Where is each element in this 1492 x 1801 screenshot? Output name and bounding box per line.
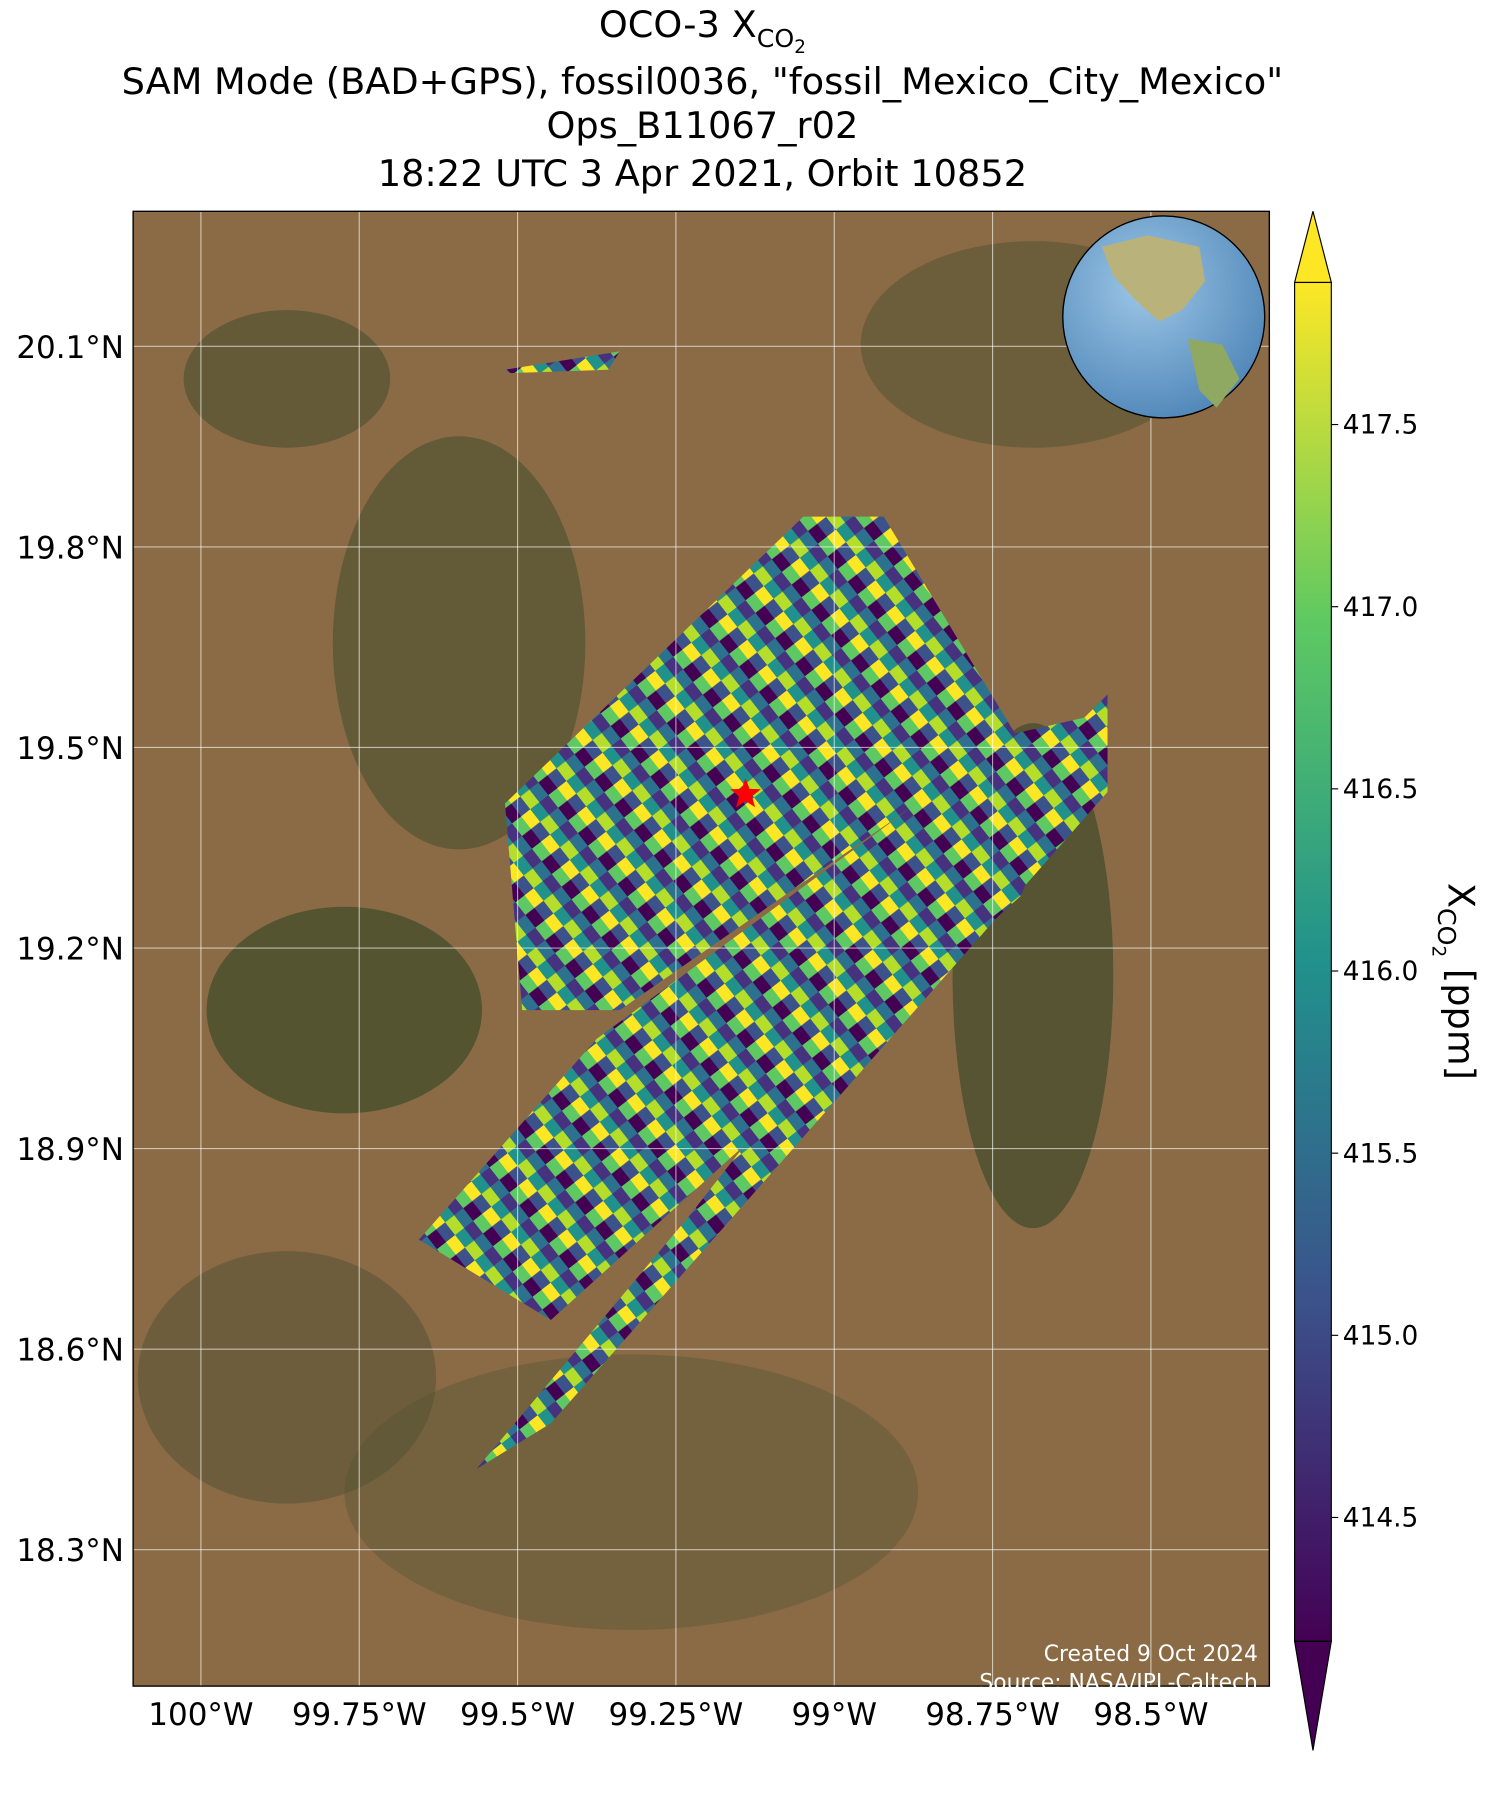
label-subscript: 2	[1427, 946, 1448, 958]
basemap	[133, 211, 1270, 1687]
x-tick-label: 99°W	[791, 1697, 877, 1733]
y-tick-label: 18.3°N	[16, 1533, 124, 1569]
colorbar-label: XCO2 [ppm]	[1427, 883, 1482, 1080]
map-frame	[132, 210, 1271, 1687]
y-tick-label: 19.2°N	[16, 932, 124, 968]
y-tick-label: 18.9°N	[16, 1132, 124, 1168]
credit: Source: NASA/JPL-Caltech	[979, 1671, 1257, 1696]
title-line: 18:22 UTC 3 Apr 2021, Orbit 10852	[378, 152, 1027, 195]
x-tick-label: 99.75°W	[292, 1697, 427, 1733]
credit: Created 9 Oct 2024	[1044, 1642, 1258, 1667]
colorbar-tick-label: 417.0	[1343, 593, 1419, 623]
x-tick-label: 100°W	[148, 1697, 253, 1733]
colorbar	[1294, 282, 1332, 1642]
x-tick-label: 98.75°W	[925, 1697, 1060, 1733]
y-tick-label: 18.6°N	[16, 1333, 124, 1369]
colorbar-tick-label: 415.5	[1343, 1139, 1419, 1169]
colorbar-extend	[1293, 1640, 1333, 1751]
colorbar-tick-label: 414.5	[1343, 1504, 1419, 1534]
y-tick-label: 20.1°N	[16, 330, 124, 366]
title-line: Ops_B11067_r02	[546, 104, 858, 147]
label-subscript: CO	[1432, 908, 1461, 945]
colorbar-extend	[1293, 211, 1333, 284]
x-tick-label: 99.25°W	[609, 1697, 744, 1733]
x-tick-label: 98.5°W	[1093, 1697, 1208, 1733]
y-tick-label: 19.8°N	[16, 530, 124, 566]
title-text: OCO-3 X	[599, 3, 757, 46]
inset-globe	[1062, 215, 1266, 419]
colorbar-frame	[1294, 281, 1332, 1642]
colorbar-tick-label: 416.0	[1343, 957, 1419, 987]
colorbar-tick-label: 416.5	[1343, 775, 1419, 805]
colorbar-tick-label: 417.5	[1343, 411, 1419, 441]
title-subscript: 2	[794, 37, 806, 58]
label-text: X	[1439, 883, 1482, 908]
title-line: OCO-3 XCO2	[599, 3, 806, 58]
title-subscript: CO	[757, 24, 794, 53]
label-text: [ppm]	[1439, 957, 1482, 1080]
colorbar-tick-label: 415.0	[1343, 1321, 1419, 1351]
title-line: SAM Mode (BAD+GPS), fossil0036, "fossil_…	[122, 60, 1284, 103]
y-tick-label: 19.5°N	[16, 731, 124, 767]
target-star	[730, 778, 761, 808]
x-tick-label: 99.5°W	[460, 1697, 575, 1733]
